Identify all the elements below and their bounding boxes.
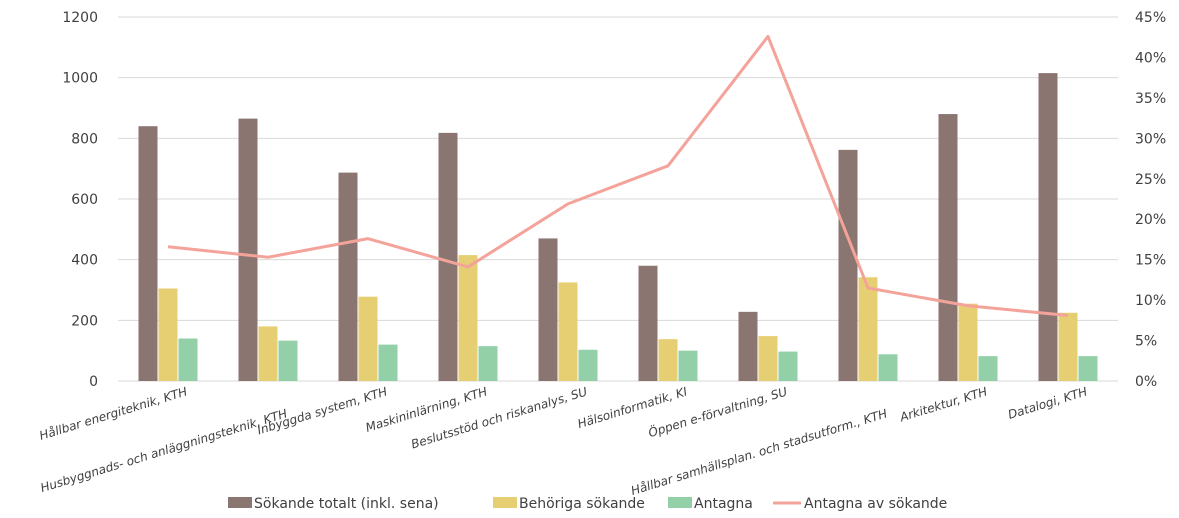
- category-label: Arkitektur, KTH: [897, 384, 989, 424]
- bar: [938, 114, 958, 382]
- bar: [458, 255, 478, 381]
- bar: [278, 340, 298, 381]
- category-label: Datalogi, KTH: [1006, 384, 1089, 421]
- legend-swatch: [493, 497, 517, 508]
- bar: [958, 303, 978, 381]
- right-axis-tick-label: 30%: [1135, 131, 1166, 147]
- bar: [578, 349, 598, 381]
- gridlines: [118, 16, 1118, 382]
- legend: Sökande totalt (inkl. sena) Behöriga söka…: [228, 496, 947, 512]
- series-line: [167, 34, 1069, 317]
- right-axis-tick-label: 45%: [1135, 10, 1166, 26]
- bar: [238, 118, 258, 381]
- right-axis-tick-label: 40%: [1135, 50, 1166, 66]
- legend-swatch: [228, 497, 252, 508]
- left-axis: 0 200 400 600 800 1000 1200: [62, 10, 98, 390]
- right-axis: 0% 5% 10% 15% 20% 25% 30% 35% 40% 45%: [1135, 10, 1166, 390]
- legend-label: Antagna: [694, 496, 753, 512]
- bar: [138, 126, 158, 381]
- legend-label: Behöriga sökande: [519, 496, 645, 512]
- bar: [638, 265, 658, 381]
- bar: [378, 344, 398, 381]
- right-axis-tick-label: 35%: [1135, 91, 1166, 107]
- bar: [338, 172, 358, 381]
- bar: [258, 326, 278, 381]
- left-axis-tick-label: 600: [71, 192, 98, 208]
- bar: [858, 277, 878, 381]
- bar: [758, 336, 778, 381]
- left-axis-tick-label: 800: [71, 131, 98, 147]
- left-axis-tick-label: 400: [71, 253, 98, 269]
- bar: [738, 311, 758, 381]
- right-axis-tick-label: 10%: [1135, 293, 1166, 309]
- right-axis-tick-label: 5%: [1135, 334, 1157, 350]
- bar: [158, 288, 178, 381]
- line-series: [167, 34, 1069, 317]
- category-label: Beslutsstöd och riskanalys, SU: [409, 384, 589, 451]
- bar: [658, 339, 678, 381]
- bar: [978, 356, 998, 381]
- bars: [138, 73, 1098, 382]
- bar: [878, 354, 898, 381]
- bar: [538, 238, 558, 381]
- bar: [478, 346, 498, 381]
- bar: [1078, 356, 1098, 381]
- bar: [1058, 312, 1078, 381]
- right-axis-tick-label: 0%: [1135, 374, 1157, 390]
- category-label: Hållbar energiteknik, KTH: [38, 384, 189, 442]
- left-axis-tick-label: 0: [89, 374, 98, 390]
- legend-label: Antagna av sökande: [804, 496, 947, 512]
- right-axis-tick-label: 25%: [1135, 172, 1166, 188]
- bar: [438, 132, 458, 381]
- left-axis-tick-label: 1000: [62, 71, 98, 87]
- right-axis-tick-label: 20%: [1135, 212, 1166, 228]
- legend-swatch: [668, 497, 692, 508]
- legend-label: Sökande totalt (inkl. sena): [254, 496, 439, 512]
- bar: [778, 351, 798, 381]
- bar: [178, 338, 198, 381]
- bar: [358, 296, 378, 381]
- left-axis-tick-label: 1200: [62, 10, 98, 26]
- bar: [838, 149, 858, 381]
- right-axis-tick-label: 15%: [1135, 253, 1166, 269]
- bar: [678, 350, 698, 381]
- bar: [1038, 73, 1058, 381]
- left-axis-tick-label: 200: [71, 313, 98, 329]
- bar: [558, 282, 578, 381]
